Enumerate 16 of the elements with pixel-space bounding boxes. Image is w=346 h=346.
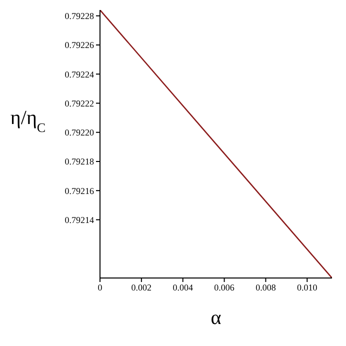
x-tick-label: 0 <box>98 282 103 292</box>
x-tick-label: 0.002 <box>131 282 152 292</box>
x-tick-label: 0.006 <box>214 282 235 292</box>
x-axis-title: α <box>210 307 222 329</box>
x-tick-label: 0.010 <box>297 282 318 292</box>
y-tick-label: 0.79218 <box>64 156 94 167</box>
y-tick-label: 0.79220 <box>64 128 94 138</box>
y-tick-label: 0.79216 <box>64 186 94 196</box>
y-axis-title: η/η$_{C}$ <box>10 107 46 134</box>
y-tick-label: 0.79224 <box>64 69 94 80</box>
y-tick-label: 0.79214 <box>64 214 94 225</box>
y-tick-label: 0.79226 <box>64 40 94 50</box>
x-tick-label: 0.008 <box>256 282 276 292</box>
y-tick-label: 0.79228 <box>64 11 94 22</box>
y-tick-label: 0.79222 <box>64 98 94 108</box>
x-tick-label: 0.004 <box>172 282 194 292</box>
